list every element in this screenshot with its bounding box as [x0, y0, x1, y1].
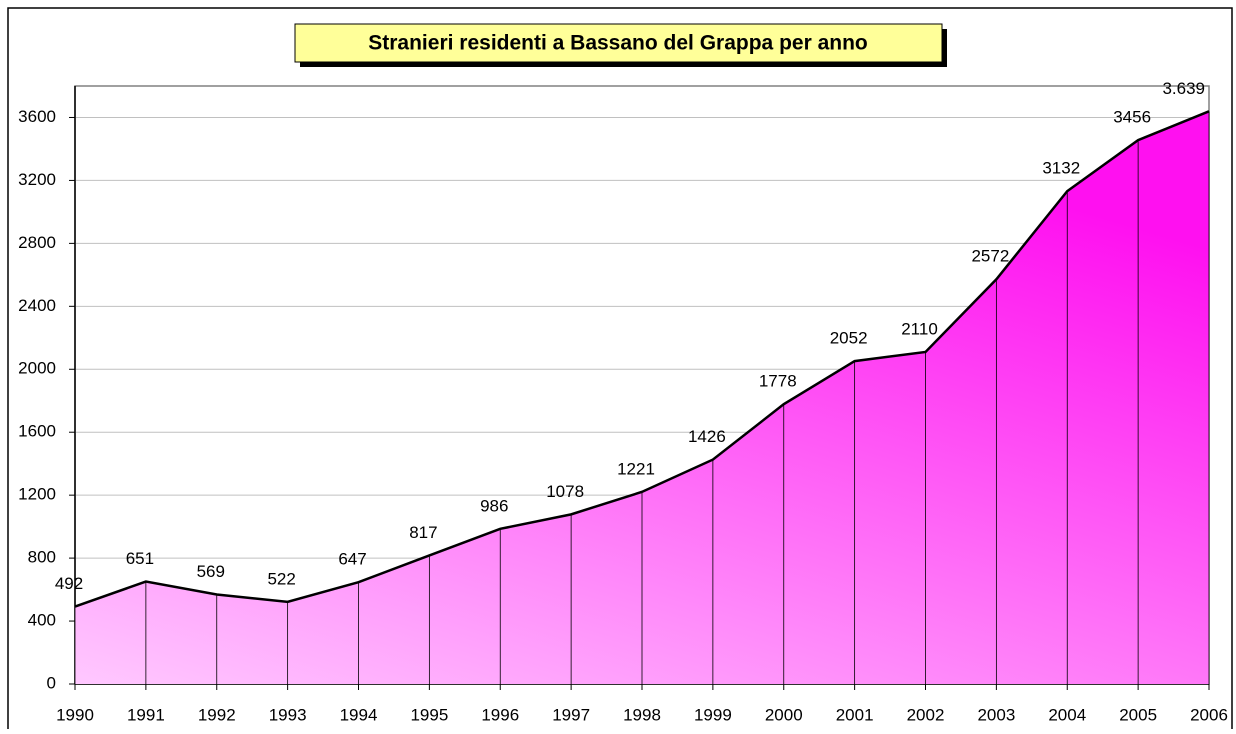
data-label: 651 [126, 549, 154, 568]
data-label: 3.639 [1162, 79, 1205, 98]
data-label: 569 [197, 562, 225, 581]
data-label: 2110 [901, 319, 938, 338]
chart-title: Stranieri residenti a Bassano del Grappa… [368, 32, 868, 55]
x-tick-label: 1995 [410, 705, 448, 724]
x-tick-label: 1993 [269, 705, 307, 724]
y-tick-label: 2800 [18, 233, 56, 252]
data-label: 986 [480, 496, 508, 515]
data-label: 492 [55, 574, 83, 593]
data-label: 522 [267, 569, 295, 588]
x-tick-label: 2004 [1048, 705, 1086, 724]
y-tick-label: 1600 [18, 422, 56, 441]
x-tick-label: 2003 [977, 705, 1015, 724]
x-tick-label: 2006 [1190, 705, 1228, 724]
x-tick-label: 2002 [907, 705, 945, 724]
y-tick-label: 1200 [18, 485, 56, 504]
x-tick-label: 1991 [127, 705, 165, 724]
x-tick-label: 2000 [765, 705, 803, 724]
title-box [294, 23, 943, 63]
plot-area: 0 400 800 1200 1600 2000 2400 2800 3200 3600 492 65… [18, 79, 1228, 725]
data-label: 3132 [1042, 159, 1080, 178]
y-tick-label: 3600 [18, 107, 56, 126]
x-tick-label: 1999 [694, 705, 732, 724]
x-tick-label: 1990 [56, 705, 94, 724]
x-tick-label: 1998 [623, 705, 661, 724]
y-tick-label: 2400 [18, 296, 56, 315]
data-label: 2572 [971, 247, 1009, 266]
x-tick-label: 2005 [1119, 705, 1157, 724]
data-label: 1426 [688, 427, 726, 446]
data-label: 1221 [617, 459, 655, 478]
y-tick-label: 800 [28, 548, 56, 567]
area-line [74, 110, 1210, 608]
data-label: 817 [409, 523, 437, 542]
y-tick-label: 0 [47, 673, 56, 692]
y-tick-label: 2000 [18, 359, 56, 378]
y-tick-label: 400 [28, 611, 56, 630]
x-tick-label: 1992 [198, 705, 236, 724]
data-label: 647 [338, 550, 366, 569]
data-label: 3456 [1113, 108, 1151, 127]
data-label: 1778 [759, 372, 797, 391]
x-tick-label: 1994 [340, 705, 378, 724]
x-tick-label: 2001 [836, 705, 874, 724]
x-tick-label: 1997 [552, 705, 590, 724]
data-label: 2052 [830, 329, 868, 348]
y-tick-label: 3200 [18, 170, 56, 189]
data-label: 1078 [546, 482, 584, 501]
x-tick-label: 1996 [481, 705, 519, 724]
